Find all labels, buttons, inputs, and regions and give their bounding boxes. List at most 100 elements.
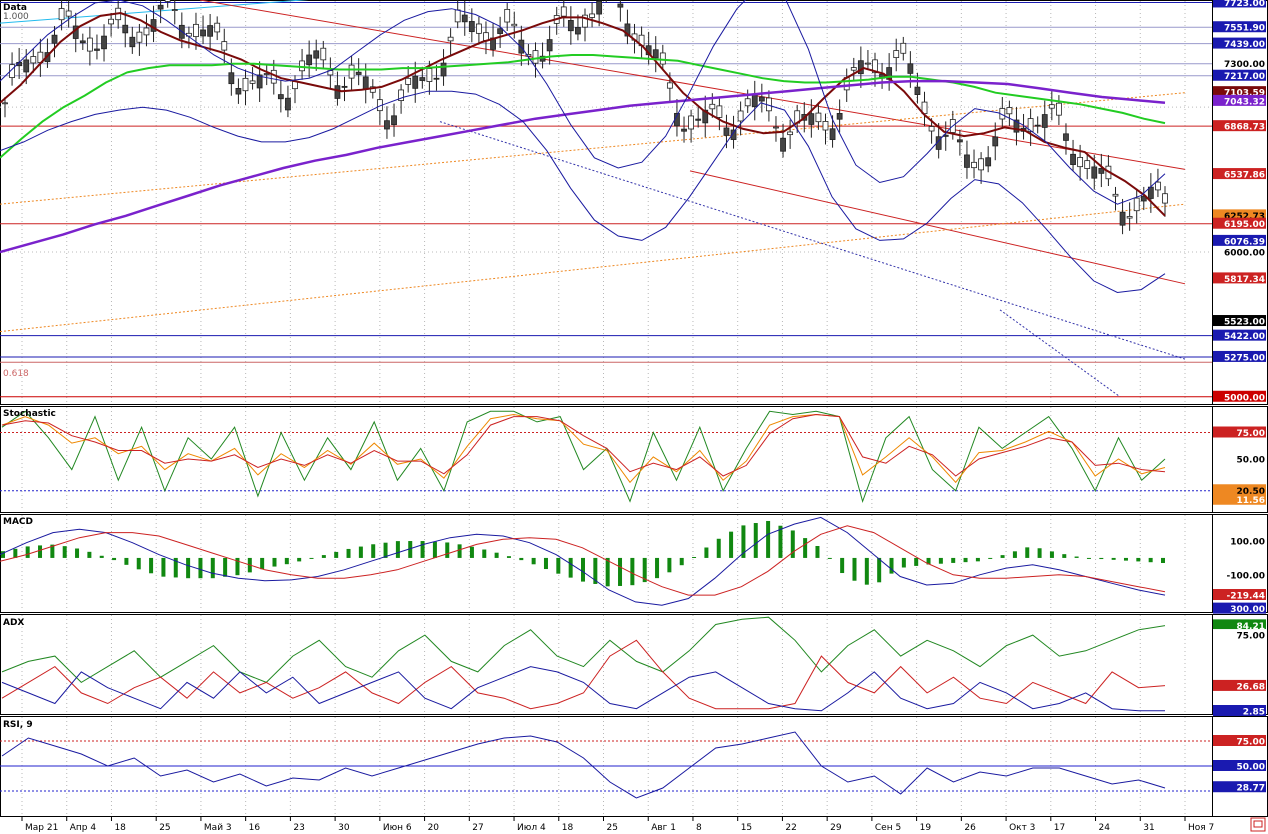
candle — [666, 82, 673, 89]
candle — [546, 39, 553, 52]
candle — [249, 80, 256, 84]
candle — [985, 157, 992, 167]
candle — [1034, 124, 1041, 127]
adx-axis-label-bg — [1213, 619, 1266, 631]
macd-histogram-bar — [642, 557, 647, 583]
macd-histogram-bar — [864, 557, 869, 585]
macd-histogram-bar — [790, 530, 795, 558]
price-frame — [0, 0, 1268, 405]
time-axis-label: 15 — [741, 823, 752, 833]
macd-histogram-bar — [877, 557, 882, 583]
price-axis-label-bg — [1213, 390, 1266, 402]
candle — [398, 89, 404, 101]
time-axis-label: 17 — [1054, 823, 1065, 833]
candle — [30, 56, 37, 64]
candle — [334, 85, 341, 99]
rsi-axis-label: 28.77 — [1237, 784, 1265, 794]
macd-histogram-bar — [568, 557, 573, 578]
time-axis-label: 25 — [159, 823, 170, 833]
candle — [86, 37, 93, 52]
candle — [829, 128, 836, 140]
candle — [277, 94, 284, 100]
candle — [815, 112, 822, 123]
candle — [122, 24, 129, 34]
price-axis-label-bg — [1213, 329, 1266, 341]
candle — [447, 36, 454, 42]
macd-histogram-bar — [519, 557, 524, 561]
macd-axis-label: -100.00 — [1227, 571, 1265, 581]
candle — [1027, 118, 1034, 132]
candle — [1084, 160, 1091, 169]
candle — [928, 126, 935, 132]
axis-labels: 7723.00 7551.90 7439.00 7300.00 7217.00 7103.… — [21, 0, 1266, 833]
candle — [582, 14, 588, 28]
trend-line — [689, 170, 1186, 285]
candle — [709, 103, 716, 110]
macd-histogram-bar — [704, 547, 709, 558]
price-axis-label: 7217.00 — [1224, 72, 1265, 82]
rsi-axis-label-bg — [1213, 760, 1266, 771]
macd-histogram-bar — [420, 541, 425, 558]
candle — [1041, 114, 1048, 128]
candle — [702, 109, 709, 124]
candle — [348, 64, 355, 79]
candle — [596, 0, 603, 15]
price-axis-label: 6195.00 — [1224, 220, 1265, 230]
maximize-icon[interactable] — [1250, 817, 1266, 832]
macd-axis-label-bg — [1213, 535, 1266, 547]
candle — [384, 120, 390, 130]
candle — [730, 129, 737, 140]
price-axis-label: 7723.00 — [1224, 0, 1265, 9]
candle — [200, 29, 206, 37]
candle — [207, 25, 214, 37]
candle — [808, 113, 815, 125]
macd-histogram-bar — [75, 548, 80, 558]
candle — [1013, 119, 1020, 133]
candle — [780, 137, 786, 152]
macd-histogram-bar — [62, 546, 67, 558]
time-axis-label: 18 — [114, 823, 126, 833]
time-axis-label: Май 3 — [204, 823, 232, 833]
stochastic-line — [1, 413, 1166, 477]
candle — [193, 23, 199, 38]
candle — [2, 102, 8, 105]
macd-histogram-bar — [136, 557, 141, 570]
candle — [956, 139, 963, 143]
macd-histogram-bar — [297, 557, 302, 562]
macd-histogram-bar — [1037, 548, 1042, 558]
candle — [964, 154, 970, 168]
adx-line — [1, 666, 1165, 712]
price-axis-label-bg — [1213, 69, 1266, 81]
candle — [773, 126, 779, 129]
macd-histogram-bar — [395, 541, 400, 558]
macd-histogram-bar — [124, 557, 129, 565]
candle — [136, 31, 143, 43]
candle — [1162, 193, 1168, 204]
macd-histogram-bar — [1074, 556, 1079, 558]
price-axis-label-bg — [1213, 350, 1266, 362]
candle — [1063, 133, 1069, 141]
macd-histogram-bar — [13, 548, 18, 558]
candle — [1077, 157, 1084, 168]
candle — [971, 161, 977, 169]
macd-histogram-bar — [852, 557, 857, 581]
macd-histogram-bar — [1123, 557, 1128, 561]
price-axis-label: 7043.32 — [1224, 97, 1265, 107]
stochastic-axis-label-bg — [1213, 426, 1266, 438]
macd-histogram-bar — [1136, 557, 1141, 562]
macd-histogram-bar — [198, 557, 203, 579]
time-axis-label: 31 — [1143, 823, 1154, 833]
macd-histogram-bar — [679, 557, 684, 566]
candle — [23, 59, 30, 73]
macd-histogram-bar — [149, 557, 154, 574]
price-axis-label-bg — [1213, 86, 1266, 98]
candle — [320, 47, 327, 61]
candle — [758, 96, 765, 102]
macd-histogram-bar — [445, 542, 450, 558]
price-panel-subtitle: 1.000 — [3, 12, 29, 22]
time-axis-label: 22 — [785, 823, 796, 833]
macd-axis-label-bg — [1213, 589, 1266, 601]
candle — [391, 115, 397, 126]
price-axis-label-bg — [1213, 168, 1266, 180]
stochastic-axis-label-bg — [1213, 453, 1266, 464]
